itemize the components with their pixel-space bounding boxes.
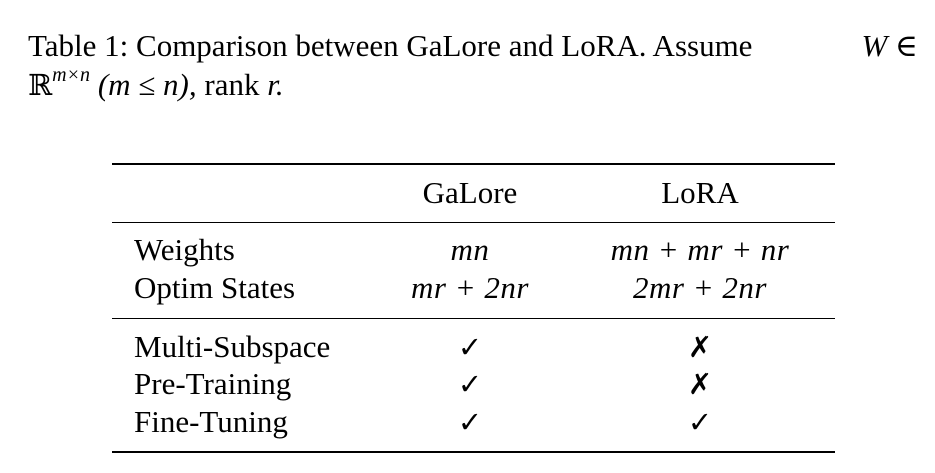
check-mark-icon: ✓: [687, 405, 713, 439]
caption-label: Table 1:: [28, 28, 129, 63]
cell-multi-galore: ✓: [380, 329, 560, 365]
caption-rank-var: r.: [267, 67, 284, 102]
column-header-galore: GaLore: [422, 175, 518, 210]
caption-line-2: ℝm×n (m ≤ n), rank r.: [28, 65, 918, 105]
cell-optim-galore: mr + 2nr: [411, 270, 529, 305]
cross-mark-icon: ✗: [687, 367, 713, 401]
cell-pretrain-galore: ✓: [380, 366, 560, 402]
row-label-multi-subspace: Multi-Subspace: [134, 329, 331, 364]
column-header-lora: LoRA: [661, 175, 739, 210]
cross-mark-icon: ✗: [687, 330, 713, 364]
caption-text-group: Table 1: Comparison between GaLore and L…: [28, 26, 752, 65]
caption-exponent: m×n: [52, 64, 91, 86]
caption-in-symbol: ∈: [895, 28, 918, 63]
cell-weights-galore: mn: [450, 232, 490, 267]
check-mark-icon: ✓: [457, 367, 483, 401]
table-top-rule: [112, 163, 835, 165]
row-label-pre-training: Pre-Training: [134, 366, 292, 401]
cell-pretrain-lora: ✗: [580, 366, 820, 402]
table-mid-rule: [112, 318, 835, 319]
cell-multi-lora: ✗: [580, 329, 820, 365]
table-bottom-rule: [112, 451, 835, 453]
cell-weights-lora: mn + mr + nr: [610, 232, 790, 267]
caption-rank-text: rank: [204, 67, 260, 102]
caption-text: Comparison between GaLore and LoRA. Assu…: [136, 28, 753, 63]
cell-finetune-lora: ✓: [580, 404, 820, 440]
row-label-weights: Weights: [134, 232, 235, 267]
caption-var-w: W: [861, 28, 888, 63]
row-label-optim-states: Optim States: [134, 270, 296, 305]
caption-reals-symbol: ℝ: [28, 68, 53, 102]
caption-condition: (m ≤ n),: [97, 67, 197, 102]
row-label-fine-tuning: Fine-Tuning: [134, 404, 288, 439]
cell-finetune-galore: ✓: [380, 404, 560, 440]
caption-math-w: W ∈: [861, 26, 918, 65]
check-mark-icon: ✓: [457, 405, 483, 439]
table-caption: Table 1: Comparison between GaLore and L…: [28, 26, 918, 105]
table-header-rule: [112, 222, 835, 223]
check-mark-icon: ✓: [457, 330, 483, 364]
caption-line-1: Table 1: Comparison between GaLore and L…: [28, 26, 918, 65]
cell-optim-lora: 2mr + 2nr: [633, 270, 767, 305]
